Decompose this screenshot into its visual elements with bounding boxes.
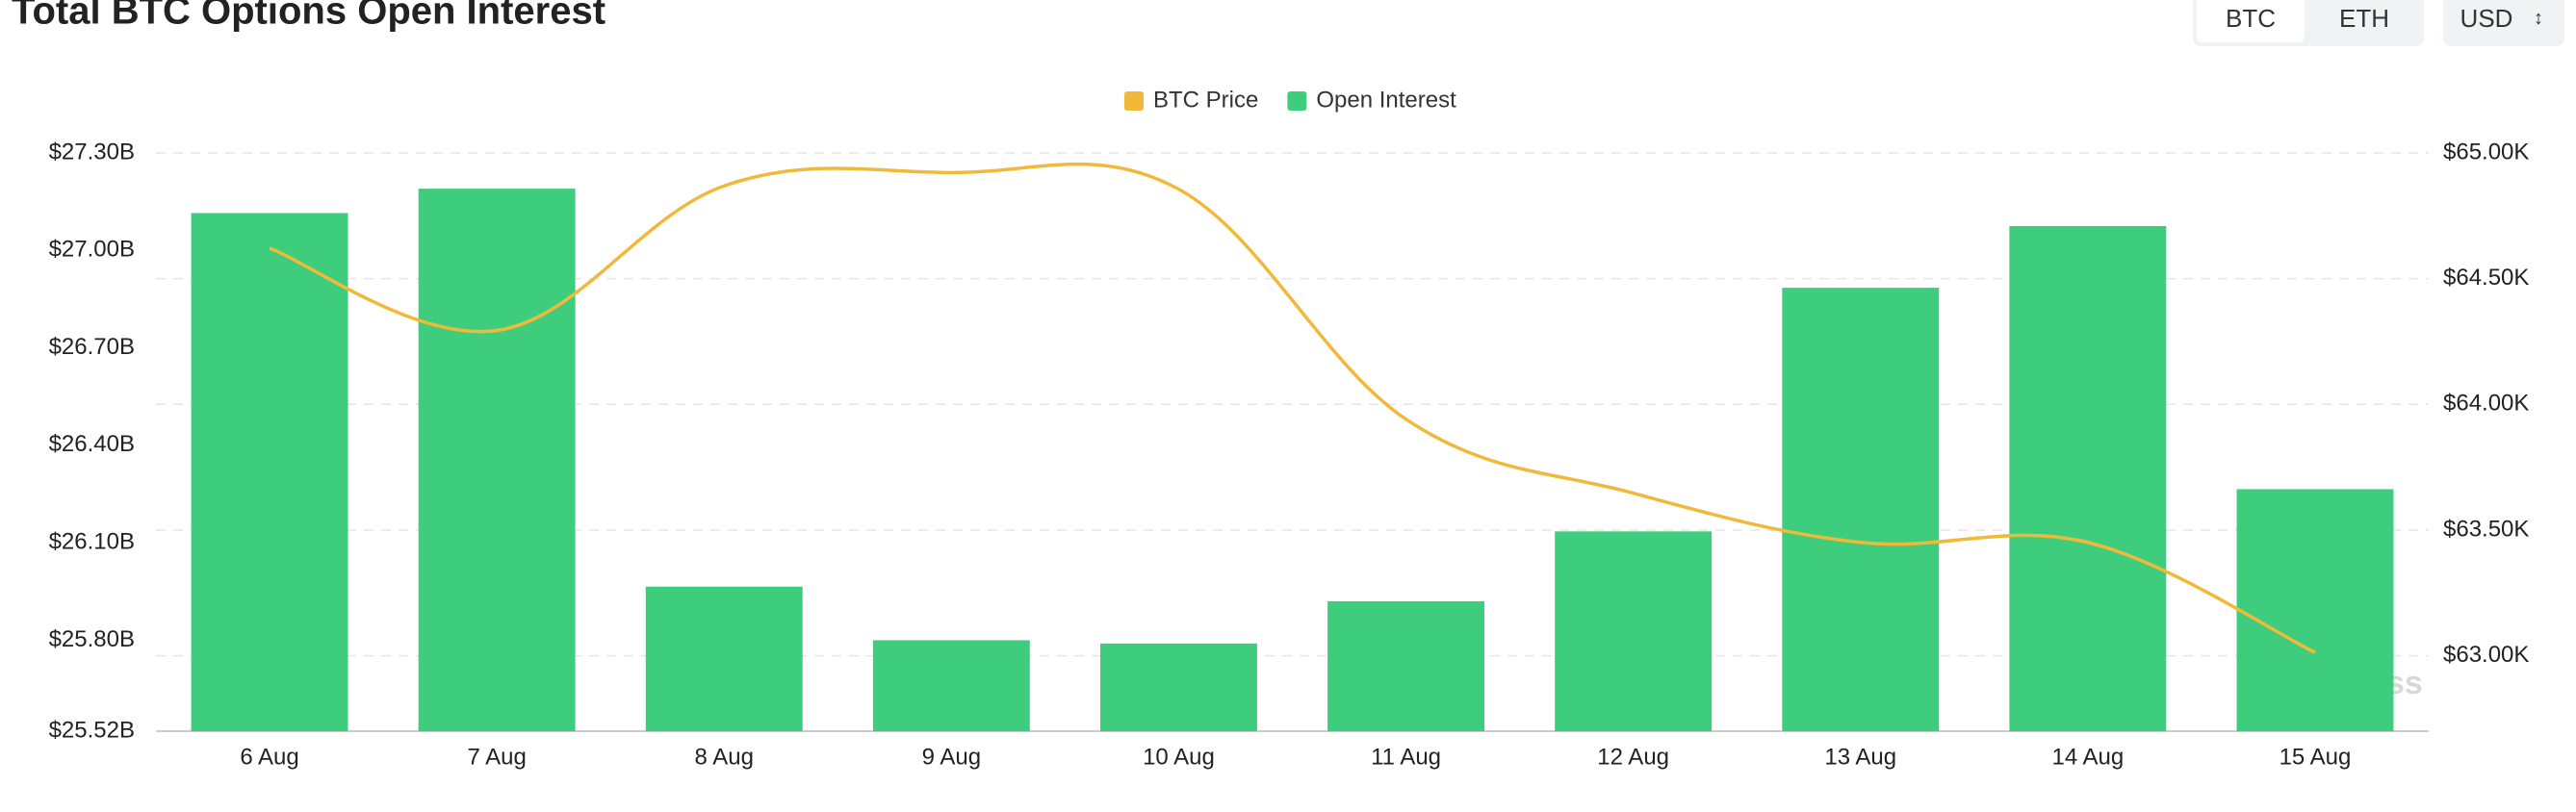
legend-label: BTC Price	[1153, 87, 1258, 113]
asset-tabs: BTC ETH	[2193, 0, 2424, 46]
bar	[418, 189, 576, 731]
price-line	[269, 162, 2316, 654]
x-tick-label: 9 Aug	[922, 744, 981, 770]
legend-label: Open Interest	[1316, 87, 1456, 113]
y2-tick-label: $63.50K	[2443, 516, 2529, 542]
bar	[191, 213, 348, 731]
currency-select[interactable]: USD ↕	[2443, 0, 2564, 46]
bar	[1327, 600, 1485, 731]
y-tick-label: $25.52B	[49, 717, 135, 743]
bar	[1555, 531, 1713, 731]
y2-tick-label: $64.50K	[2443, 265, 2529, 291]
y2-tick-label: $65.00K	[2443, 139, 2529, 165]
select-icon: ↕	[2534, 7, 2543, 29]
currency-label: USD	[2460, 3, 2513, 33]
y-tick-label: $26.70B	[49, 334, 135, 360]
legend-swatch	[1287, 91, 1307, 111]
x-tick-label: 11 Aug	[1371, 744, 1441, 770]
bar	[1099, 643, 1257, 731]
bar	[2009, 225, 2167, 731]
x-tick-label: 15 Aug	[2280, 744, 2352, 770]
x-tick-label: 13 Aug	[1824, 744, 1896, 770]
x-tick-label: 8 Aug	[695, 744, 754, 770]
y-tick-label: $25.80B	[49, 626, 135, 652]
y2-tick-label: $63.00K	[2443, 642, 2529, 668]
y-tick-label: $26.40B	[49, 431, 135, 457]
bar	[2236, 489, 2394, 731]
bar	[1782, 288, 1940, 731]
chart-title: Total BTC Options Open Interest	[12, 0, 605, 33]
bar	[645, 586, 803, 731]
x-tick-label: 10 Aug	[1143, 744, 1215, 770]
x-tick-label: 7 Aug	[467, 744, 526, 770]
x-tick-label: 6 Aug	[240, 744, 298, 770]
x-tick-label: 12 Aug	[1597, 744, 1669, 770]
bar	[872, 640, 1030, 731]
tab-btc[interactable]: BTC	[2197, 0, 2305, 42]
y2-tick-label: $64.00K	[2443, 391, 2529, 417]
y-tick-label: $27.30B	[49, 139, 135, 165]
legend-swatch	[1124, 91, 1144, 111]
x-tick-label: 14 Aug	[2051, 744, 2124, 770]
y-tick-label: $26.10B	[49, 529, 135, 555]
tab-eth[interactable]: ETH	[2339, 3, 2389, 33]
y-tick-label: $27.00B	[49, 237, 135, 263]
